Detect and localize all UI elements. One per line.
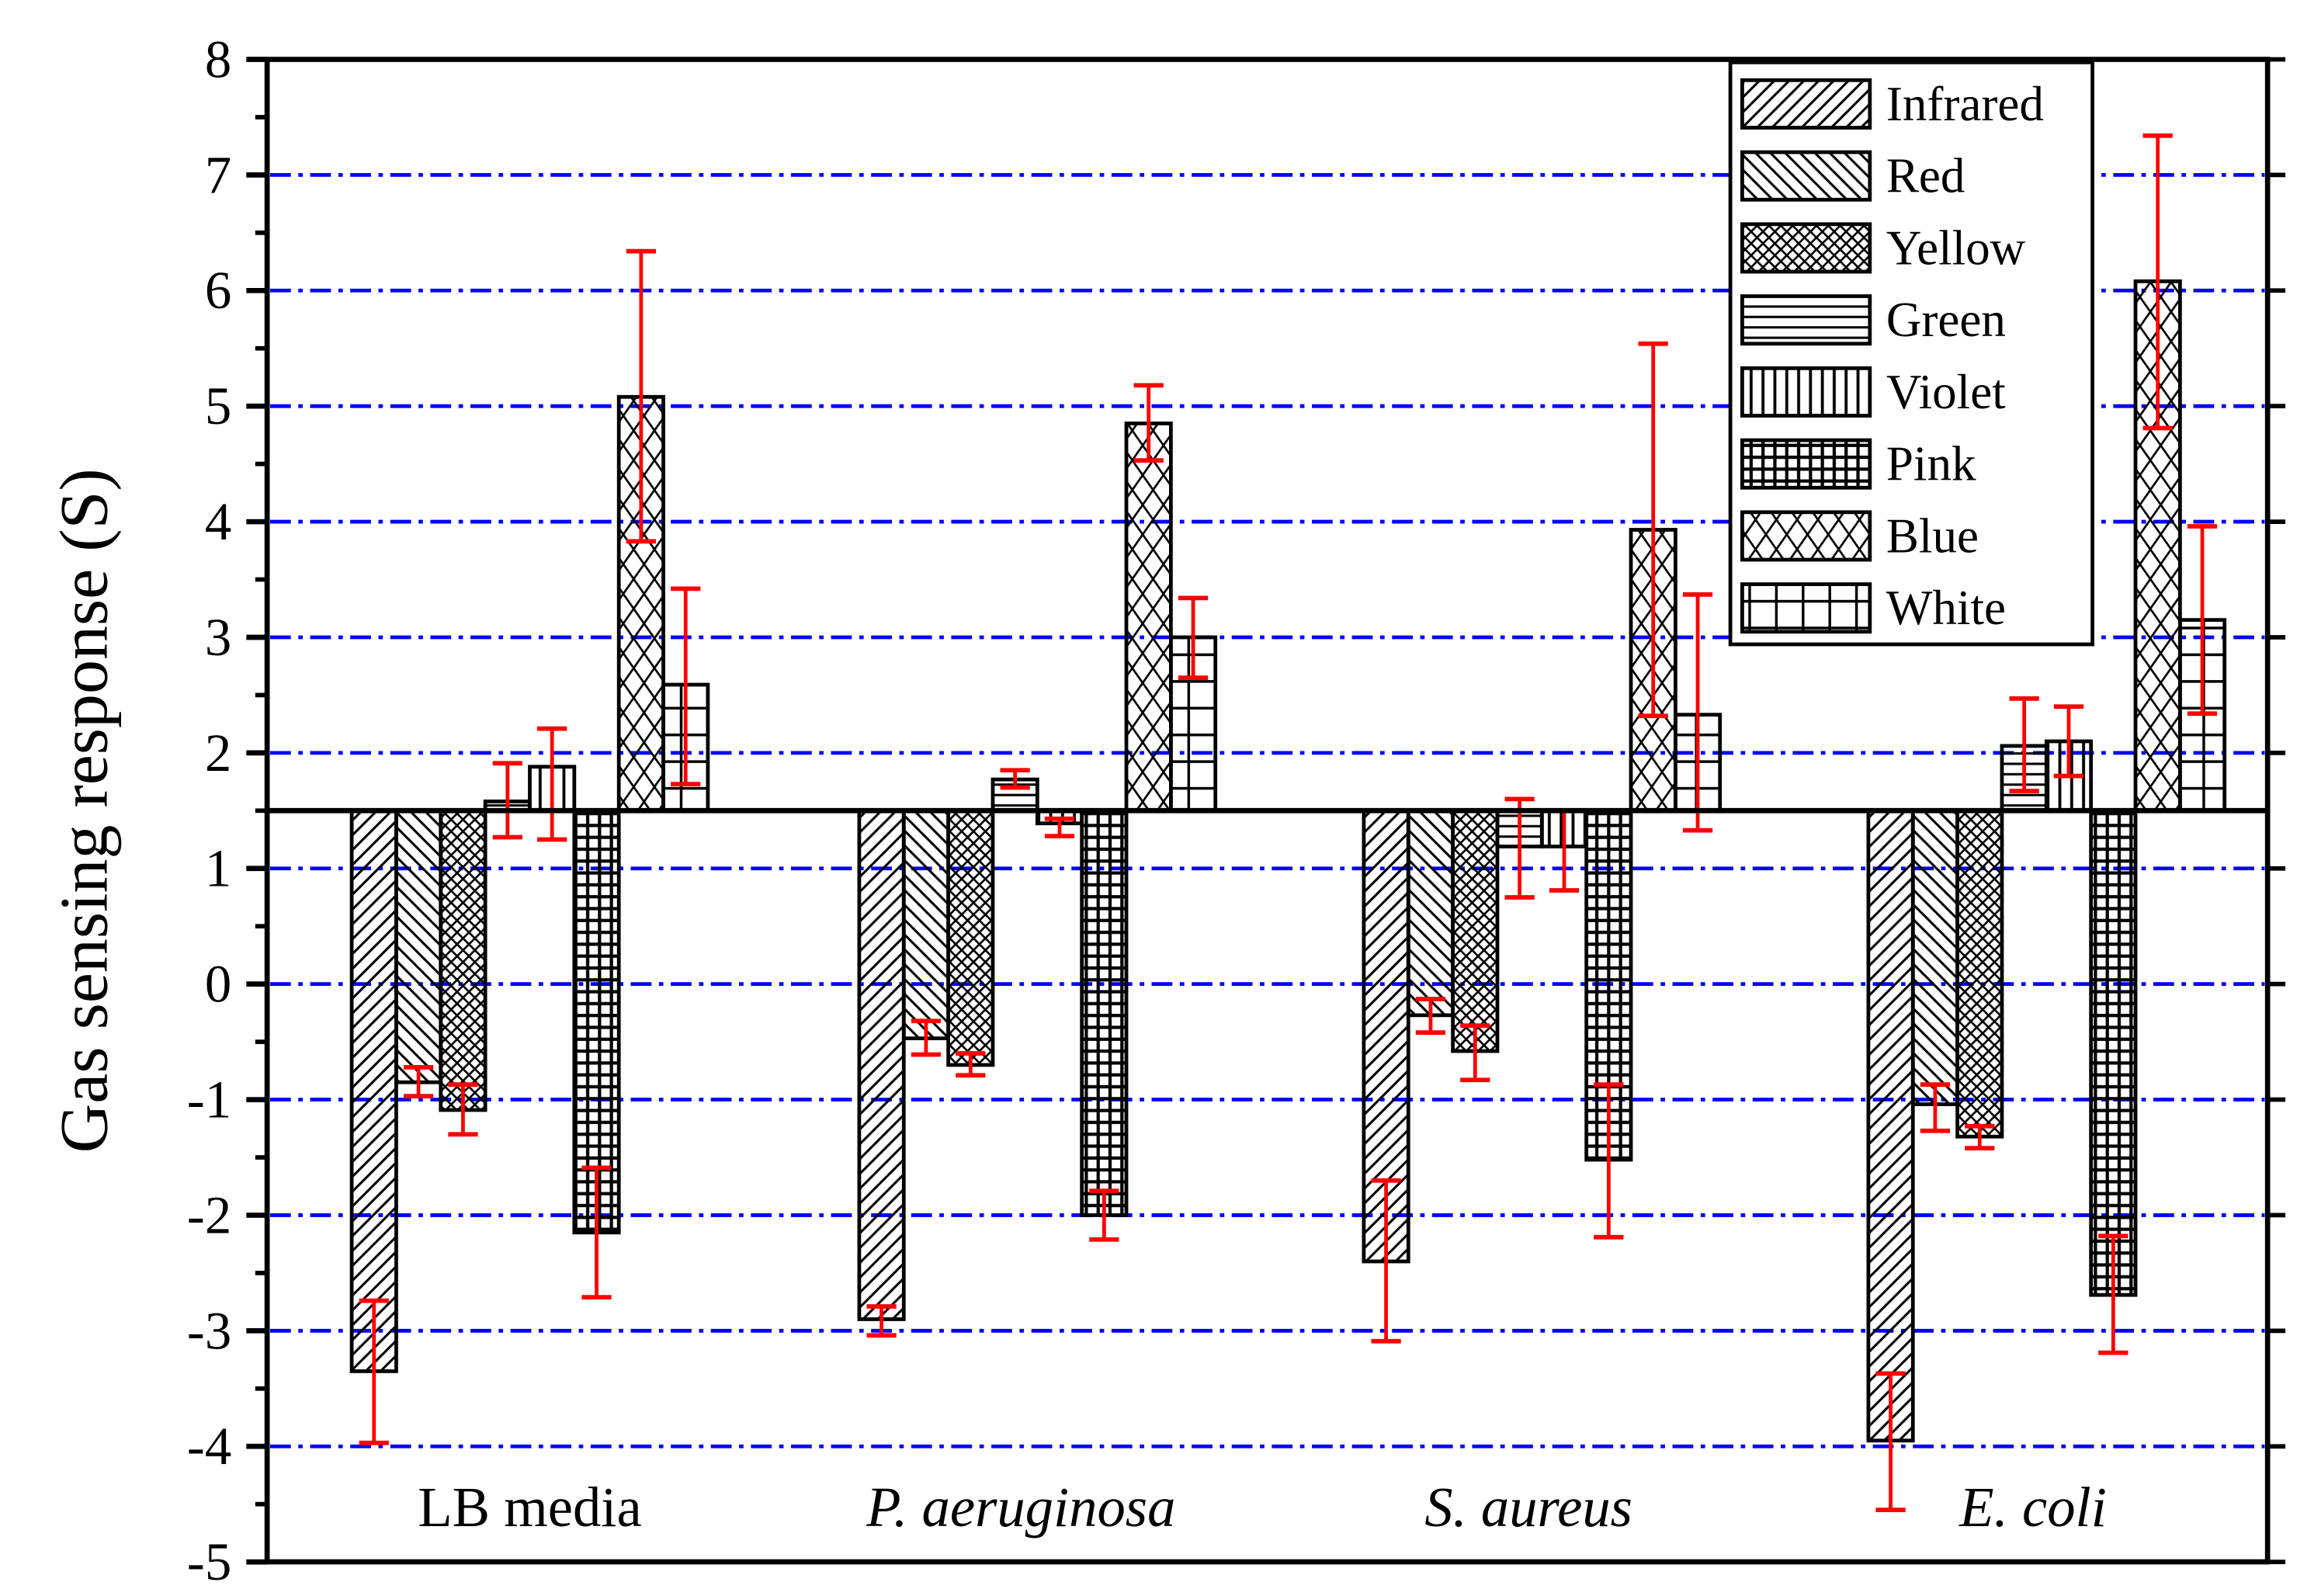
y-tick-label: 1	[205, 839, 231, 898]
legend-swatch-green	[1740, 294, 1872, 346]
legend-swatch-infrared	[1740, 78, 1872, 130]
bar-pink	[1080, 808, 1129, 1217]
bar-red	[1406, 808, 1455, 1018]
bar-red	[1910, 808, 1960, 1106]
bar-blue	[1124, 422, 1173, 813]
bar-yellow	[439, 808, 487, 1112]
category-label: P. aeruginosa	[866, 1476, 1175, 1539]
legend-label: Red	[1886, 149, 1965, 203]
category-label: S. aureus	[1424, 1476, 1632, 1539]
y-tick-label: 0	[205, 955, 231, 1014]
legend-label: Green	[1886, 293, 2006, 347]
bar-yellow	[1955, 808, 2004, 1139]
bar-red	[394, 808, 443, 1084]
legend-swatch-white	[1740, 582, 1872, 634]
bar-pink	[2089, 808, 2138, 1297]
y-tick-label: 5	[205, 376, 231, 435]
x-axis-labels: LB media P. aeruginosa S. aureus E. coli	[418, 1476, 2107, 1539]
bar-infrared	[1866, 808, 1915, 1443]
legend-label: Violet	[1886, 365, 2006, 419]
legend-swatch-red	[1740, 150, 1872, 202]
y-axis: 8 7 6 5 4 3 2 1 0 -1 -2 -3 -4 -5	[187, 29, 2286, 1591]
bar-red	[901, 808, 951, 1041]
bar-infrared	[349, 808, 398, 1373]
y-tick-label: 3	[205, 608, 231, 667]
legend-label: Blue	[1886, 508, 1979, 563]
legend-swatch-pink	[1740, 438, 1872, 490]
y-tick-label: -2	[187, 1185, 231, 1244]
category-label: LB media	[418, 1476, 641, 1539]
legend-label: White	[1886, 581, 2006, 635]
y-tick-label: 4	[205, 492, 231, 551]
y-tick-label: -1	[187, 1070, 231, 1129]
y-tick-label: 6	[205, 261, 231, 320]
y-axis-title: Gas sensing response (S)	[47, 468, 123, 1153]
y-tick-label: -4	[187, 1417, 231, 1476]
legend-label: Yellow	[1886, 220, 2026, 275]
legend-swatch-yellow	[1740, 222, 1872, 274]
legend-swatch-blue	[1740, 510, 1872, 562]
y-tick-label: 7	[205, 145, 231, 204]
error-bars	[359, 133, 2218, 1512]
y-tick-label: 2	[205, 723, 231, 782]
legend-swatch-violet	[1740, 366, 1872, 418]
legend: Infrared Red Yellow Green Violet Pink Blue Whit…	[1728, 60, 2094, 647]
category-label: E. coli	[1958, 1476, 2107, 1539]
y-tick-label: 8	[205, 29, 231, 88]
y-tick-label: -5	[187, 1532, 231, 1591]
legend-label: Infrared	[1886, 77, 2044, 131]
legend-label: Pink	[1886, 437, 1976, 491]
bar-yellow	[1451, 808, 1500, 1053]
bar-infrared	[857, 808, 906, 1321]
y-tick-label: -3	[187, 1301, 231, 1360]
bar-yellow	[946, 808, 995, 1067]
